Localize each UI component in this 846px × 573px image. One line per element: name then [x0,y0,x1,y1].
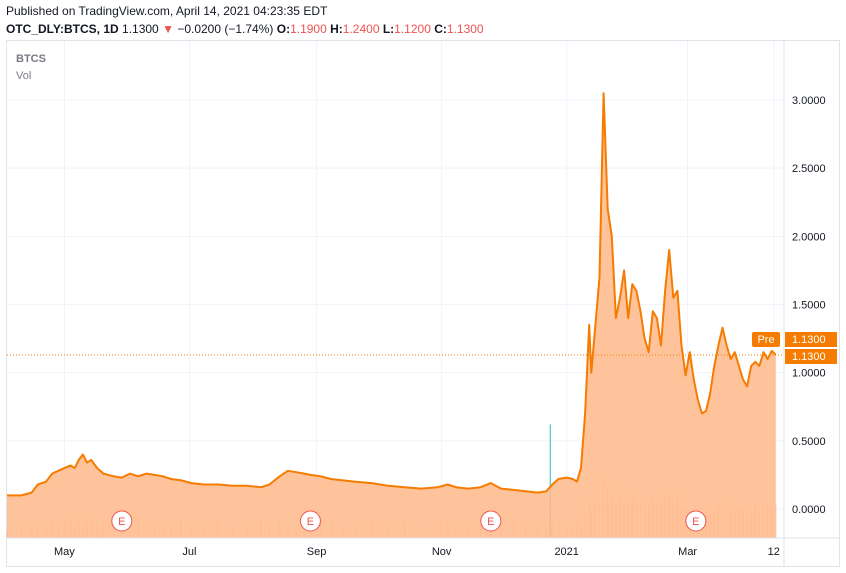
earnings-marker-label: E [118,516,125,528]
earnings-marker[interactable] [480,510,502,532]
price-line [7,92,777,497]
pre-value: 1.1300 [792,334,826,346]
x-axis[interactable]: May Jul Sep Nov 2021 Mar 12 [7,537,840,558]
series-legend: BTCS [16,53,46,65]
open-label: O: [276,22,291,36]
chart-frame [6,40,840,567]
y-tick-label: 0.0000 [792,504,826,516]
low-label: L: [382,22,395,36]
earnings-marker[interactable] [299,510,321,532]
close-value-tag: 1.1300 [792,351,826,363]
earnings-marker[interactable] [111,510,133,532]
y-tick-label: 2.5000 [792,163,826,175]
y-tick-label: 2.0000 [792,231,826,243]
ohlc-line: OTC_DLY:BTCS, 1D 1.1300 ▼ −0.0200 (−1.74… [6,22,484,36]
earnings-marker-label: E [487,516,494,528]
y-tick-label: 1.0000 [792,368,826,380]
close-label: C: [434,22,447,36]
x-tick-label: May [54,546,75,558]
x-tick-label: Sep [307,546,327,558]
volume-legend: Vol [16,70,32,82]
x-tick-label: Jul [182,546,196,558]
x-tick-label: Nov [432,546,452,558]
close-value: 1.1300 [446,22,484,36]
change: −0.0200 (−1.74%) [177,22,274,36]
high-value: 1.2400 [342,22,380,36]
published-line: Published on TradingView.com, April 14, … [6,4,328,18]
pre-tag-label: Pre [757,334,774,346]
close-value-bg [785,349,837,364]
y-tick-label: 0.5000 [792,436,826,448]
y-tick-label: 3.0000 [792,95,826,107]
high-label: H: [330,22,343,36]
x-tick-label: 12 [768,546,780,558]
earnings-marker-label: E [307,516,314,528]
symbol: OTC_DLY:BTCS, 1D [6,22,119,36]
open-value: 1.1900 [290,22,327,36]
earnings-marker-label: E [692,516,699,528]
price-tag: Pre 1.1300 1.1300 [752,332,837,364]
pre-value-bg [785,332,837,347]
y-axis[interactable]: 3.0000 2.5000 2.0000 1.5000 1.0000 0.5000 0.00… [783,41,826,567]
low-value: 1.1200 [394,22,431,36]
pre-tag-label-bg [752,332,780,347]
y-tick-label: 1.5000 [792,300,826,312]
down-arrow-icon: ▼ [162,22,174,36]
x-tick-label: Mar [678,546,697,558]
x-tick-label: 2021 [554,546,578,558]
price-area [7,93,776,538]
last-price: 1.1300 [122,22,159,36]
earnings-marker[interactable] [685,510,707,532]
